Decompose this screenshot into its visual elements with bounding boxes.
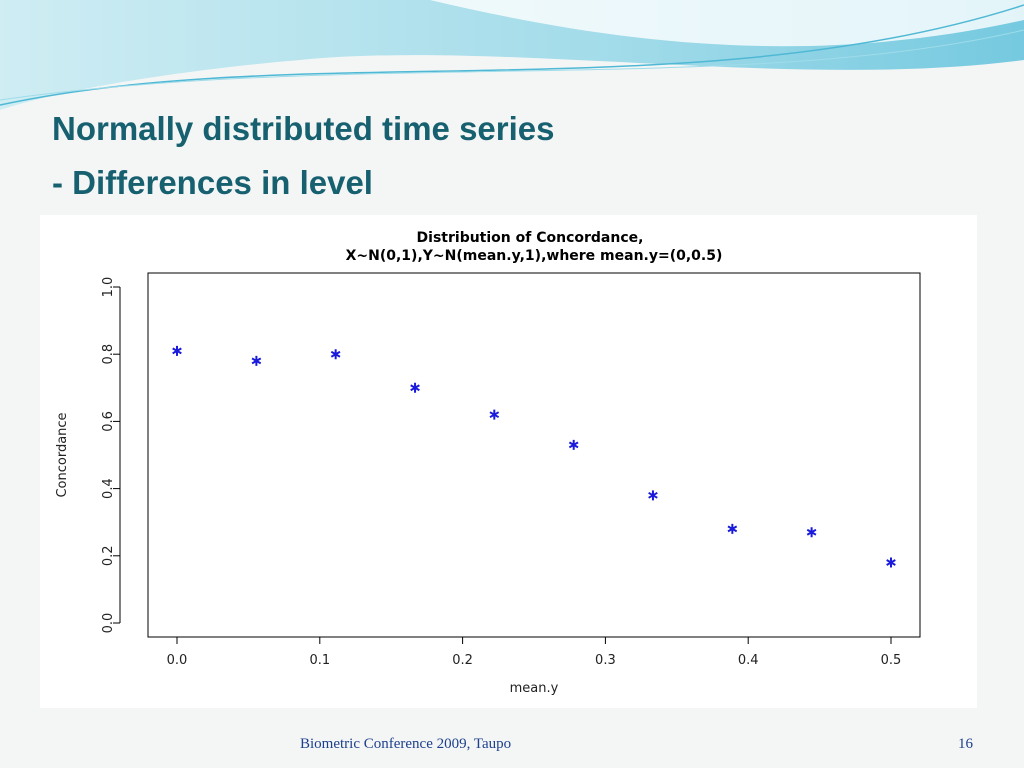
y-tick-label: 0.6 <box>101 411 116 432</box>
point <box>886 557 896 568</box>
point <box>648 490 658 501</box>
y-tick-label: 1.0 <box>101 277 116 298</box>
header-line <box>0 29 1024 101</box>
x-tick-label: 0.4 <box>738 653 759 668</box>
point <box>410 382 420 393</box>
y-tick-label: 0.4 <box>101 478 116 499</box>
x-tick-label: 0.5 <box>881 653 902 668</box>
x-axis-label: mean.y <box>510 681 559 696</box>
point <box>172 345 182 356</box>
y-tick-label: 0.0 <box>101 613 116 634</box>
point <box>251 355 262 366</box>
point <box>489 409 500 420</box>
point <box>330 349 341 360</box>
point <box>806 527 817 538</box>
chart-panel <box>40 215 977 708</box>
header-line <box>0 4 1024 106</box>
y-axis-label: Concordance <box>55 412 70 497</box>
header-wave <box>430 0 1024 47</box>
slide-subtitle: - Differences in level <box>52 164 373 201</box>
x-tick-label: 0.1 <box>309 653 330 668</box>
y-tick-label: 0.2 <box>101 545 116 566</box>
y-tick-label: 0.8 <box>101 344 116 365</box>
x-tick-label: 0.2 <box>452 653 473 668</box>
x-tick-label: 0.3 <box>595 653 616 668</box>
point <box>568 439 579 450</box>
page-number: 16 <box>958 736 974 752</box>
chart-title: Distribution of Concordance, <box>417 230 644 246</box>
point <box>727 523 738 534</box>
footer: Biometric Conference 2009, Taupo <box>300 736 511 752</box>
x-tick-label: 0.0 <box>167 653 188 668</box>
slide-title: Normally distributed time series <box>52 110 555 147</box>
chart-subtitle: X~N(0,1),Y~N(mean.y,1),where mean.y=(0,0… <box>346 248 723 264</box>
